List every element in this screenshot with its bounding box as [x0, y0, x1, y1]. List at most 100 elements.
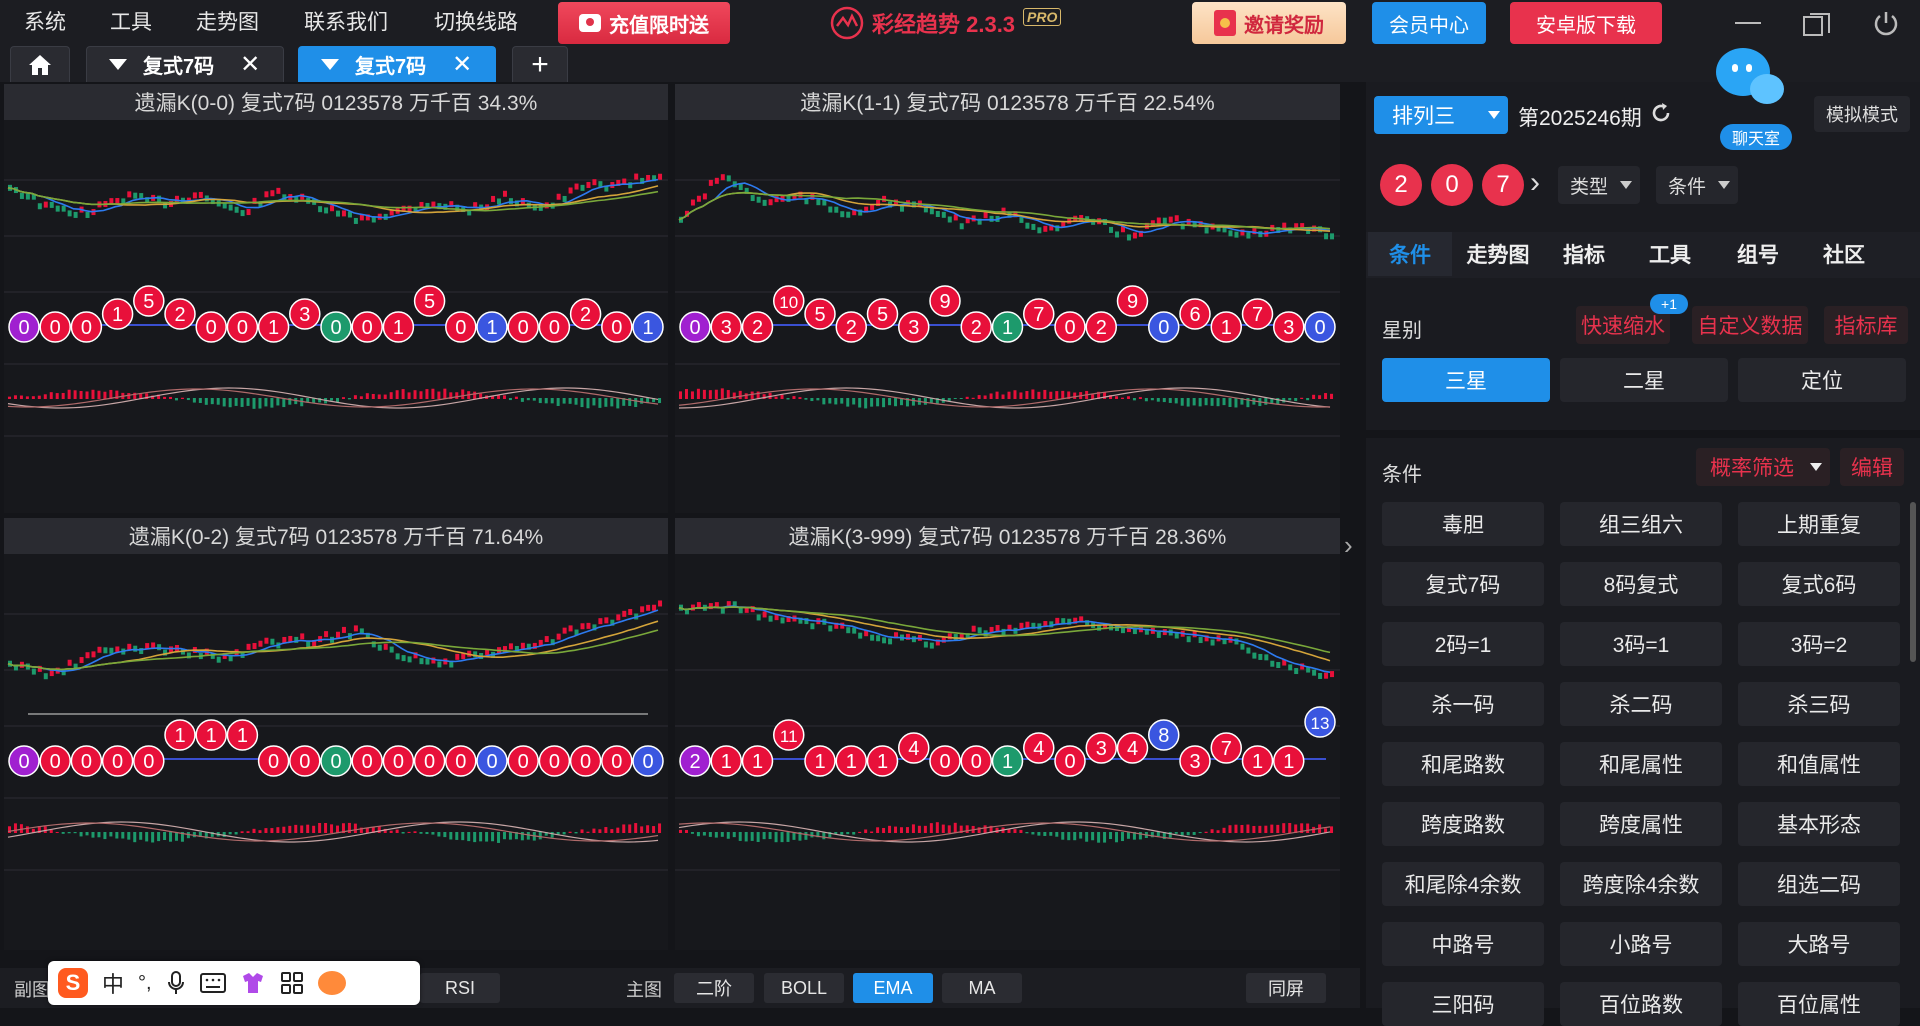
omission-ball: 5 — [866, 298, 899, 330]
ema-button[interactable]: EMA — [853, 973, 933, 1003]
add-tab-button[interactable]: + — [512, 46, 568, 82]
condition-button[interactable]: 大路号 — [1738, 922, 1900, 966]
condition-button[interactable]: 杀三码 — [1738, 682, 1900, 726]
omission-k-chart[interactable]: 0 0 0 0 01 1 10 0 0 0 0 0 0 0 0 0 0 0 0 — [4, 554, 668, 950]
skin-shirt-icon[interactable] — [240, 972, 266, 994]
condition-button[interactable]: 跨度路数 — [1382, 802, 1544, 846]
restore-icon[interactable] — [1796, 6, 1836, 40]
condition-button[interactable]: 和值属性 — [1738, 742, 1900, 786]
condition-button[interactable]: 三阳码 — [1382, 982, 1544, 1026]
grid-apps-icon[interactable] — [280, 971, 304, 995]
minimize-icon[interactable] — [1728, 6, 1768, 40]
keyboard-icon[interactable] — [199, 973, 226, 993]
tab-tools[interactable]: 工具 — [1649, 244, 1691, 267]
home-tab[interactable] — [10, 46, 70, 82]
condition-button[interactable]: 3码=1 — [1560, 622, 1722, 666]
close-icon[interactable]: ✕ — [452, 51, 473, 78]
chat-room-button[interactable]: 聊天室 — [1720, 124, 1792, 150]
microphone-icon[interactable] — [166, 970, 186, 996]
condition-dropdown[interactable]: 条件 — [1656, 166, 1738, 204]
condition-button[interactable]: 2码=1 — [1382, 622, 1544, 666]
menu-switch-line[interactable]: 切换线路 — [434, 11, 518, 34]
collapse-panel-icon[interactable]: › — [1344, 530, 1353, 560]
chevron-right-icon[interactable]: › — [1530, 166, 1540, 199]
edit-button[interactable]: 编辑 — [1840, 448, 1904, 486]
tab-group-number[interactable]: 组号 — [1737, 244, 1779, 267]
ime-toolbar[interactable]: S 中 °, — [48, 961, 420, 1005]
lottery-select[interactable]: 排列三 — [1374, 96, 1508, 134]
condition-button[interactable]: 百位路数 — [1560, 982, 1722, 1026]
condition-button[interactable]: 3码=2 — [1738, 622, 1900, 666]
android-download-button[interactable]: 安卓版下载 — [1510, 2, 1662, 44]
power-icon[interactable] — [1866, 6, 1906, 40]
custom-data-button[interactable]: 自定义数据 — [1692, 306, 1808, 344]
tab-indicator[interactable]: 指标 — [1563, 244, 1605, 267]
candle — [562, 627, 567, 634]
tab-fushi7-2[interactable]: 复式7码 ✕ — [298, 46, 496, 82]
same-screen-button[interactable]: 同屏 — [1246, 973, 1326, 1003]
tab-community[interactable]: 社区 — [1823, 244, 1865, 267]
menu-system[interactable]: 系统 — [24, 11, 66, 34]
recharge-promo-button[interactable]: 充值限时送 — [558, 2, 730, 44]
menu-contact[interactable]: 联系我们 — [304, 11, 388, 34]
macd-bar — [97, 832, 101, 838]
condition-button[interactable]: 跨度属性 — [1560, 802, 1722, 846]
ma-button[interactable]: MA — [942, 973, 1022, 1003]
indicator-library-button[interactable]: 指标库 — [1824, 306, 1908, 344]
plus-icon: + — [531, 47, 549, 81]
close-icon[interactable]: ✕ — [240, 51, 261, 78]
chart-panel-1[interactable]: 遗漏K(1-1) 复式7码 0123578 万千百 22.54% 0 3 2 10 5 2… — [675, 84, 1340, 513]
chat-bubble-icon[interactable] — [1716, 48, 1796, 118]
member-center-button[interactable]: 会员中心 — [1372, 2, 1486, 44]
menu-tools[interactable]: 工具 — [110, 11, 152, 34]
refresh-icon[interactable] — [1650, 102, 1672, 124]
condition-button[interactable]: 复式6码 — [1738, 562, 1900, 606]
menu-trend[interactable]: 走势图 — [196, 11, 259, 34]
ime-chinese-mode[interactable]: 中 — [102, 972, 125, 997]
condition-button[interactable]: 中路号 — [1382, 922, 1544, 966]
condition-button[interactable]: 和尾属性 — [1560, 742, 1722, 786]
condition-button[interactable]: 上期重复 — [1738, 502, 1900, 546]
condition-button[interactable]: 杀二码 — [1560, 682, 1722, 726]
second-order-button[interactable]: 二阶 — [674, 973, 754, 1003]
tab-fushi7-1[interactable]: 复式7码 ✕ — [86, 46, 284, 82]
macd-bar — [774, 396, 778, 399]
condition-button[interactable]: 基本形态 — [1738, 802, 1900, 846]
rsi-button[interactable]: RSI — [420, 973, 500, 1003]
sogou-logo-icon[interactable]: S — [58, 968, 88, 998]
invite-reward-button[interactable]: 邀请奖励 — [1192, 2, 1346, 44]
condition-button[interactable]: 和尾除4余数 — [1382, 862, 1544, 906]
star-three[interactable]: 三星 — [1382, 358, 1550, 402]
condition-button[interactable]: 组三组六 — [1560, 502, 1722, 546]
tab-trend[interactable]: 走势图 — [1466, 244, 1530, 267]
boll-button[interactable]: BOLL — [764, 973, 844, 1003]
condition-button[interactable]: 8码复式 — [1560, 562, 1722, 606]
condition-button[interactable]: 百位属性 — [1738, 982, 1900, 1026]
macd-bar — [145, 832, 149, 842]
chart-panel-3[interactable]: 遗漏K(3-999) 复式7码 0123578 万千百 28.36% 2 1 1 11… — [675, 518, 1340, 950]
simulate-mode-button[interactable]: 模拟模式 — [1814, 96, 1910, 132]
svg-text:1: 1 — [206, 725, 217, 747]
tab-condition[interactable]: 条件 — [1368, 232, 1452, 276]
scrollbar-thumb[interactable] — [1910, 502, 1916, 662]
condition-button[interactable]: 复式7码 — [1382, 562, 1544, 606]
condition-button[interactable]: 毒胆 — [1382, 502, 1544, 546]
macd-bar — [252, 398, 256, 409]
condition-button[interactable]: 杀一码 — [1382, 682, 1544, 726]
condition-button[interactable]: 组选二码 — [1738, 862, 1900, 906]
type-dropdown[interactable]: 类型 — [1558, 166, 1640, 204]
condition-button[interactable]: 跨度除4余数 — [1560, 862, 1722, 906]
candle — [508, 643, 513, 650]
condition-button[interactable]: 小路号 — [1560, 922, 1722, 966]
condition-button[interactable]: 和尾路数 — [1382, 742, 1544, 786]
probability-filter-dropdown[interactable]: 概率筛选 — [1696, 448, 1830, 486]
star-position[interactable]: 定位 — [1738, 358, 1906, 402]
punctuation-icon[interactable]: °, — [138, 971, 152, 994]
mascot-icon[interactable] — [317, 971, 346, 995]
star-two[interactable]: 二星 — [1560, 358, 1728, 402]
